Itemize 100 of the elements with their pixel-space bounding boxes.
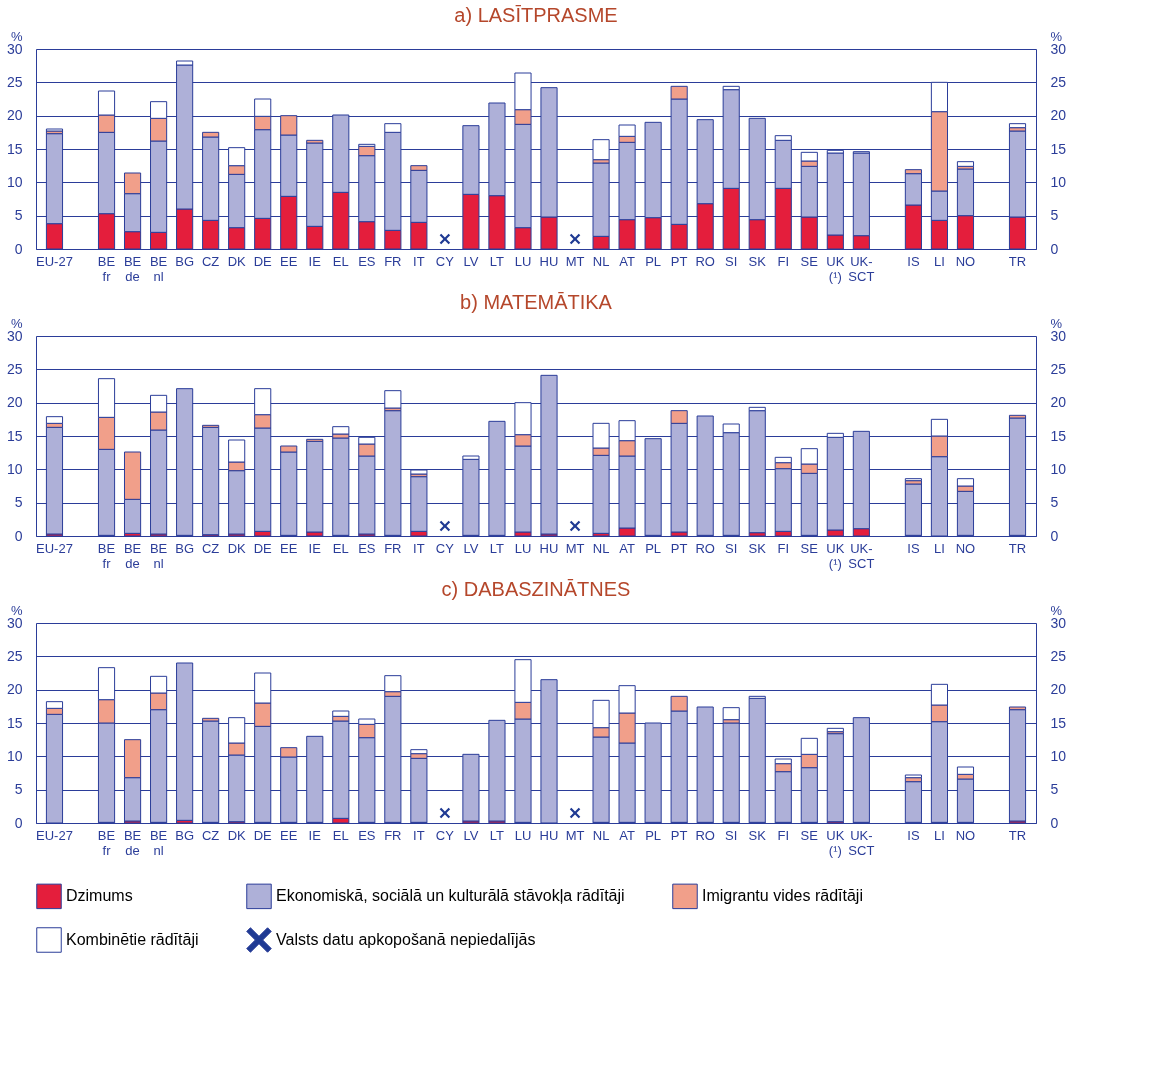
y-tick-label: 25 [6,360,23,377]
y2-tick-label: 20 [1050,107,1067,124]
y2-tick-label: 15 [1050,140,1067,157]
x-tick-label: HU [539,827,559,843]
y-tick-label: 15 [6,427,23,444]
x-tick-label: IE [308,827,322,843]
x-tick-label: NL [592,253,610,269]
y2-tick-label: 20 [1050,681,1067,698]
x-tick-label: DE [253,540,273,556]
y-tick-label: 20 [6,107,23,124]
y2-tick-label: 15 [1050,714,1067,731]
x-tick-label: UK-SCT [848,540,875,571]
x-tick-label: SE [800,253,819,269]
x-tick-label: UK (¹) [826,540,845,571]
y-tick-label: 15 [6,140,23,157]
x-tick-label: RO [695,827,715,843]
x-tick-label: AT [619,540,635,556]
x-tick-label: DK [227,540,247,556]
x-tick-label: IS [907,253,920,269]
x-tick-label: EE [280,540,298,556]
x-tick-label: LT [489,253,505,269]
x-tick-label: PL [645,540,662,556]
x-tick-label: SI [725,827,738,843]
y2-tick-label: 5 [1050,781,1059,798]
chart-title: a) LASĪTPRASME [454,4,618,26]
y-tick-label: 10 [6,747,23,764]
y-tick-label: 5 [14,207,23,224]
x-tick-label: HU [539,540,559,556]
x-tick-label: FI [777,540,790,556]
x-tick-label: RO [695,253,715,269]
x-tick-label: BE fr [97,827,116,858]
x-tick-label: SK [748,827,767,843]
y-tick-label: 0 [14,527,23,544]
x-tick-label: EU-27 [36,540,73,556]
x-tick-label: SE [800,827,819,843]
x-tick-label: IE [308,540,322,556]
y2-tick-label: 10 [1050,747,1067,764]
y2-tick-label: 10 [1050,460,1067,477]
x-tick-label: UK-SCT [848,253,875,284]
x-tick-label: FI [777,827,790,843]
y2-tick-label: 0 [1050,240,1059,257]
x-tick-label: BE de [123,827,142,858]
x-tick-label: SK [748,253,767,269]
y-tick-label: 20 [6,681,23,698]
x-tick-label: IS [907,827,920,843]
y-tick-label: 20 [6,394,23,411]
x-tick-label: ES [358,827,376,843]
x-tick-label: MT [565,253,585,269]
x-tick-label: LU [514,827,532,843]
x-tick-label: NL [592,827,610,843]
x-tick-label: EL [332,827,349,843]
x-tick-label: PT [670,253,688,269]
y-tick-label: 15 [6,714,23,731]
y2-tick-label: 20 [1050,394,1067,411]
x-tick-label: CY [435,827,455,843]
x-tick-label: UK-SCT [848,827,875,858]
x-tick-label: TR [1008,827,1027,843]
legend-label: Kombinētie rādītāji [66,931,199,948]
chart-title: c) DABASZINĀTNES [441,578,631,600]
x-tick-label: FR [384,253,402,269]
x-tick-label: LV [463,253,479,269]
x-tick-label: BE nl [149,540,168,571]
x-tick-label: PT [670,540,688,556]
x-tick-label: BE fr [97,540,116,571]
x-tick-label: BG [175,253,195,269]
x-tick-label: PT [670,827,688,843]
legend-label: Valsts datu apkopošanā nepiedalījās [276,931,536,948]
x-tick-label: SK [748,540,767,556]
y2-tick-label: 25 [1050,73,1067,90]
y2-tick-label: 25 [1050,360,1067,377]
x-tick-label: NO [955,253,976,269]
x-tick-label: NO [955,540,976,556]
x-tick-label: CZ [201,540,220,556]
x-tick-label: DK [227,253,247,269]
x-tick-label: IT [413,827,425,843]
y-tick-label: 0 [14,240,23,257]
x-tick-label: CY [435,253,455,269]
x-tick-label: ES [358,253,376,269]
legend-label: Ekonomiskā, sociālā un kulturālā stāvokļa rādītāji [276,887,625,905]
x-tick-label: LV [463,540,479,556]
x-tick-label: CZ [201,827,220,843]
x-tick-label: TR [1008,540,1027,556]
x-tick-label: IE [308,253,322,269]
x-tick-label: UK (¹) [826,253,845,284]
x-tick-label: IS [907,540,920,556]
x-tick-label: TR [1008,253,1027,269]
x-tick-label: IT [413,540,425,556]
y2-tick-label: 15 [1050,427,1067,444]
x-tick-label: AT [619,827,635,843]
x-tick-label: EL [332,253,349,269]
y2-tick-label: 0 [1050,527,1059,544]
y2-tick-label: 10 [1050,173,1067,190]
x-tick-label: MT [565,827,585,843]
x-tick-label: BE nl [149,253,168,284]
x-tick-label: IT [413,253,425,269]
y-tick-label: 10 [6,460,23,477]
y-tick-label: 5 [14,494,23,511]
x-tick-label: AT [619,253,635,269]
legend-label: Imigrantu vides rādītāji [702,887,863,905]
x-tick-label: BE fr [97,253,116,284]
